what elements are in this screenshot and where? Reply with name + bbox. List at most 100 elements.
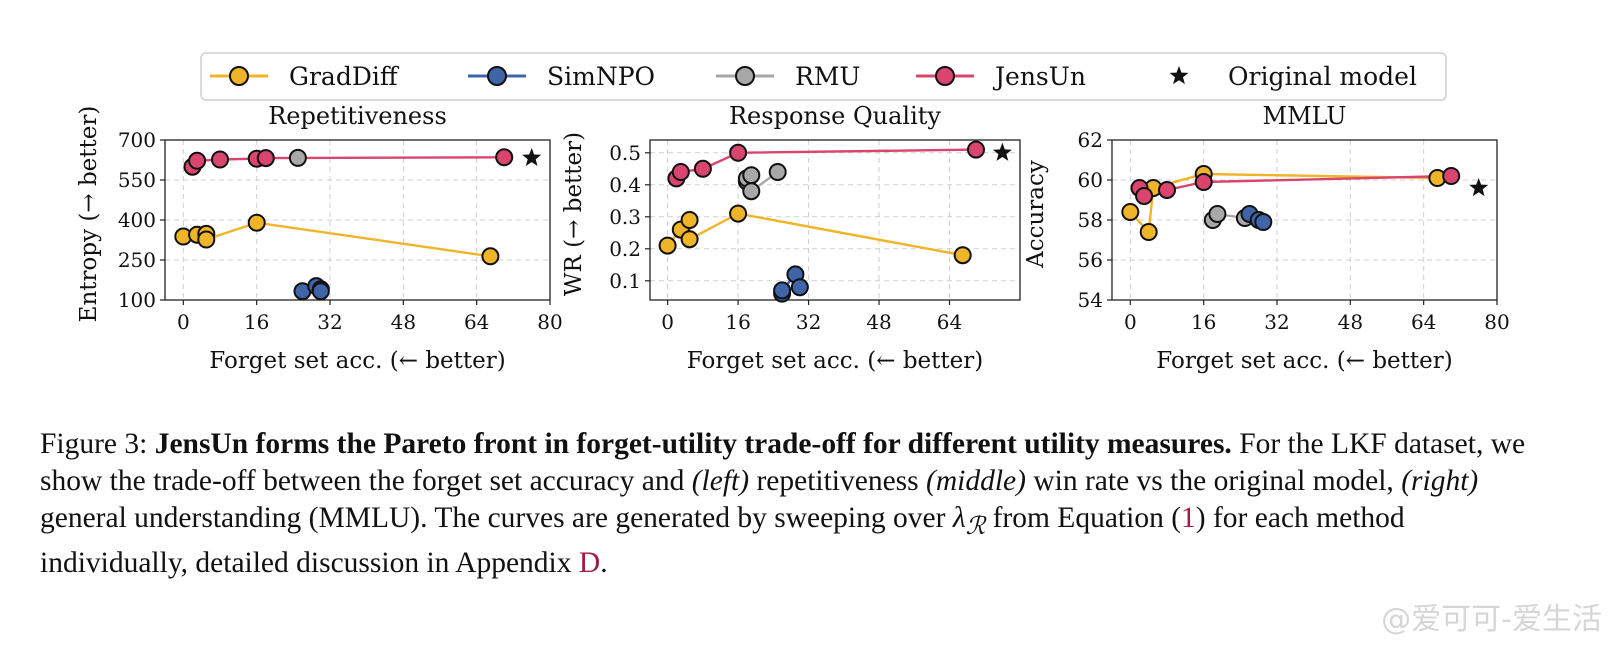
figure-caption: Figure 3: JensUn forms the Pareto front … [40,426,1540,582]
data-point-graddiff [953,246,972,265]
data-point-jensun [671,163,690,181]
data-point-rmu [1208,205,1227,223]
y-tick-label: 0.5 [609,141,641,165]
plot-mmlu: 0 16 32 48 64 80 54 56 58 60 62 MMLU Forget set acc.… [1023,102,1510,374]
data-point-graddiff [658,236,677,255]
data-point-graddiff [481,247,500,266]
x-tick-label: 0 [1124,310,1137,334]
x-tick-label: 48 [391,310,416,334]
equation-link[interactable]: 1 [1181,502,1196,534]
caption-lambda-sub: ℛ [965,512,986,540]
y-tick-label: 56 [1078,248,1103,272]
y-tick-label: 0.1 [609,269,641,293]
x-tick-label: 64 [1411,310,1436,334]
caption-text-4: general understanding (MMLU). The curves… [40,502,953,534]
data-point-simnpo [311,282,330,301]
original-model-star-icon [1469,178,1489,197]
data-point-graddiff [197,230,216,249]
data-point-jensun [967,140,985,159]
plot-repetitiveness: 0 16 32 48 64 80 100 250 400 550 700 Repetitiveness… [76,102,563,374]
x-tick-label: 16 [1191,310,1216,334]
data-point-simnpo [790,278,809,297]
caption-text-5: from Equation ( [985,502,1182,534]
x-tick-label: 32 [317,310,342,334]
y-tick-label: 550 [118,168,156,192]
y-axis-label: WR (→ better) [561,132,587,296]
series-line-graddiff [1129,172,1438,235]
x-tick-label: 16 [725,310,750,334]
data-point-rmu [742,182,761,201]
y-tick-label: 250 [118,248,156,272]
legend-label-2: RMU [795,62,861,91]
legend-marker-1 [487,66,507,86]
x-axis-label: Forget set acc. (← better) [209,348,505,374]
caption-text-2: repetitiveness [749,465,927,497]
data-point-graddiff [729,204,748,223]
series-line-jensun [675,148,977,180]
caption-text-6: ) for each method individually, detailed… [40,502,1405,579]
y-tick-label: 700 [118,128,156,152]
data-point-jensun [1442,167,1461,185]
data-point-graddiff [1121,203,1140,221]
x-tick-label: 0 [177,310,190,334]
legend-marker-3 [935,66,955,86]
legend-label-0: GradDiff [289,62,400,91]
x-tick-label: 80 [537,310,562,334]
data-point-rmu [742,166,761,185]
data-point-jensun [495,148,514,167]
x-tick-label: 64 [937,310,962,334]
legend-marker-0 [229,66,249,86]
data-point-graddiff [680,230,699,249]
data-point-graddiff [1139,223,1158,241]
y-tick-label: 58 [1078,208,1103,232]
y-tick-label: 0.4 [609,173,641,197]
legend-label-3: JensUn [992,62,1086,91]
data-point-simnpo [773,281,792,300]
data-point-jensun [1194,173,1213,191]
caption-text-3: win rate vs the original model, [1025,465,1402,497]
caption-bold: JensUn forms the Pareto front in forget-… [154,428,1232,460]
data-point-jensun [188,151,207,170]
original-model-star-icon [522,147,542,166]
original-model-star-icon [992,142,1012,161]
y-tick-label: 400 [118,208,156,232]
caption-left: (left) [691,465,750,497]
plot-title: Response Quality [729,102,941,130]
plot-title: Repetitiveness [268,102,447,130]
caption-text-7: . [600,546,608,579]
x-tick-label: 48 [866,310,891,334]
data-point-rmu [288,148,307,167]
data-point-jensun [1135,187,1154,205]
data-point-jensun [729,143,748,162]
y-tick-label: 0.3 [609,205,641,229]
plot-frame [1111,139,1498,301]
y-axis-label: Accuracy [1023,160,1049,269]
legend-star-icon [1169,66,1189,85]
x-tick-label: 16 [244,310,269,334]
data-point-jensun [1158,181,1176,199]
x-tick-label: 32 [796,310,821,334]
y-tick-label: 60 [1078,168,1103,192]
data-point-jensun [211,150,229,169]
plot-frame [164,139,551,301]
legend: GradDiff SimNPO RMU JensUn Original model [200,52,1447,101]
watermark: @爱可可-爱生活 [1381,602,1602,637]
y-axis-label: Entropy (→ better) [76,106,102,323]
y-tick-label: 0.2 [609,237,641,261]
x-axis-label: Forget set acc. (← better) [687,348,983,374]
plot-title: MMLU [1263,102,1347,130]
x-tick-label: 32 [1264,310,1289,334]
caption-right: (right) [1401,465,1479,497]
plot-frame [649,139,1021,301]
data-point-jensun [256,149,275,168]
legend-label-1: SimNPO [547,62,655,91]
series-line-jensun [191,156,505,168]
series-line-graddiff [183,221,491,258]
appendix-link[interactable]: D [578,546,601,579]
data-point-jensun [693,159,712,178]
legend-marker-2 [735,66,755,86]
x-tick-label: 64 [464,310,489,334]
data-point-graddiff [247,213,266,232]
data-point-graddiff [680,211,699,229]
